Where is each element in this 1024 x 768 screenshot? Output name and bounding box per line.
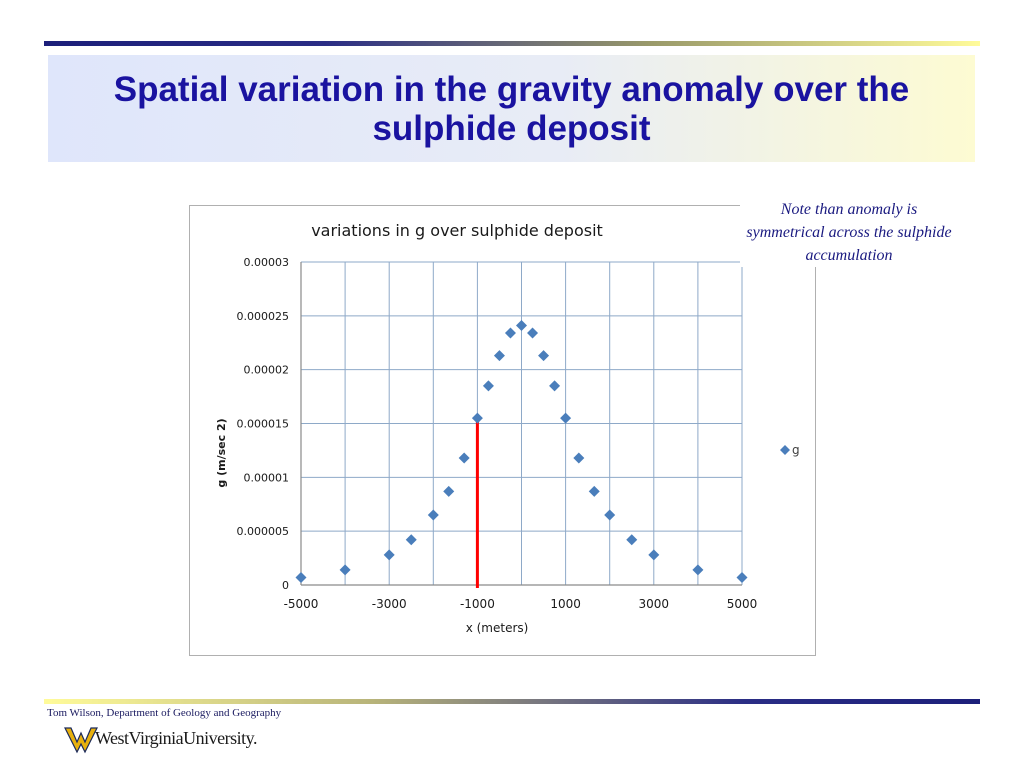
data-point bbox=[538, 350, 550, 362]
data-point bbox=[527, 327, 539, 339]
data-point bbox=[736, 571, 748, 583]
footer-credit: Tom Wilson, Department of Geology and Ge… bbox=[47, 707, 282, 719]
legend-marker bbox=[780, 445, 790, 455]
data-point bbox=[482, 380, 494, 392]
x-tick-label: 1000 bbox=[550, 597, 581, 611]
logo-wordmark: WestVirginiaUniversity. bbox=[95, 728, 257, 748]
gravity-chart: variations in g over sulphide deposit 00… bbox=[189, 205, 816, 656]
wvu-logo bbox=[64, 727, 98, 754]
data-point bbox=[443, 485, 455, 497]
chart-border bbox=[189, 205, 816, 656]
tick-labels: 0 0.000005 0.00001 0.000015 0.00002 0.000025 0… bbox=[237, 256, 758, 611]
x-tick-label: -1000 bbox=[460, 597, 495, 611]
y-tick-label: 0.00001 bbox=[244, 471, 290, 484]
slide-title: Spatial variation in the gravity anomaly… bbox=[113, 69, 910, 148]
flying-wv-icon bbox=[64, 727, 98, 754]
data-point bbox=[471, 412, 483, 424]
data-point bbox=[549, 380, 561, 392]
legend-label-g: g bbox=[792, 443, 800, 457]
data-point bbox=[383, 549, 395, 561]
y-tick-label: 0.000015 bbox=[237, 418, 290, 431]
title-banner: Spatial variation in the gravity anomaly… bbox=[48, 55, 975, 162]
data-point bbox=[516, 320, 527, 332]
data-point bbox=[427, 509, 439, 521]
x-axis-label: x (meters) bbox=[466, 621, 529, 635]
data-point bbox=[692, 564, 704, 576]
top-divider bbox=[44, 41, 980, 46]
data-points bbox=[295, 320, 748, 583]
data-point bbox=[648, 549, 660, 561]
x-tick-label: -5000 bbox=[284, 597, 319, 611]
x-tick-label: -3000 bbox=[372, 597, 407, 611]
y-tick-label: 0.00002 bbox=[244, 364, 290, 377]
y-axis-label: g (m/sec 2) bbox=[215, 418, 228, 487]
data-point bbox=[405, 534, 417, 546]
data-point bbox=[458, 452, 470, 464]
y-tick-label: 0.000005 bbox=[237, 525, 290, 538]
y-tick-label: 0.000025 bbox=[237, 310, 290, 323]
data-point bbox=[295, 571, 307, 583]
x-tick-label: 3000 bbox=[639, 597, 670, 611]
y-tick-label: 0 bbox=[282, 579, 289, 592]
y-tick-label: 0.00003 bbox=[244, 256, 290, 269]
data-point bbox=[573, 452, 585, 464]
data-point bbox=[604, 509, 616, 521]
axes bbox=[300, 262, 742, 586]
bottom-divider bbox=[44, 699, 980, 704]
x-tick-label: 5000 bbox=[727, 597, 758, 611]
annotation-note: Note than anomaly is symmetrical across … bbox=[740, 198, 958, 267]
data-point bbox=[339, 564, 351, 576]
data-point bbox=[588, 485, 600, 497]
data-point bbox=[560, 412, 572, 424]
data-point bbox=[626, 534, 638, 546]
data-point bbox=[493, 350, 505, 362]
legend: g bbox=[780, 443, 800, 457]
data-point bbox=[504, 327, 516, 339]
chart-title: variations in g over sulphide deposit bbox=[311, 221, 603, 240]
